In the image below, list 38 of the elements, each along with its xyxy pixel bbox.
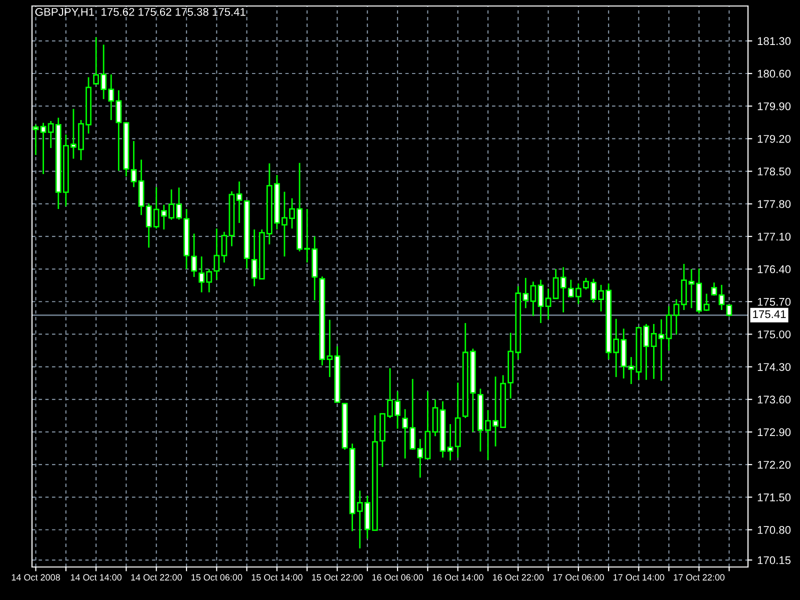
candlestick bbox=[650, 323, 657, 380]
candlestick bbox=[130, 140, 137, 188]
y-tick-label: 175.70 bbox=[758, 298, 791, 306]
y-tick-label: 176.40 bbox=[758, 265, 791, 274]
y-tick-label: 170.80 bbox=[758, 526, 791, 534]
y-tick-label: 178.50 bbox=[758, 168, 791, 176]
candlestick bbox=[545, 288, 552, 320]
chart-title: GBPJPY,H1 175.62 175.62 175.38 175.41 bbox=[35, 8, 246, 18]
x-tick-label: 15 Oct 14:00 bbox=[252, 574, 302, 581]
y-tick-label: 177.80 bbox=[758, 200, 791, 208]
x-tick-label: 16 Oct 22:00 bbox=[492, 574, 544, 581]
y-tick-label: 180.60 bbox=[758, 70, 791, 78]
candlestick bbox=[643, 323, 650, 381]
x-tick-label: 15 Oct 22:00 bbox=[312, 574, 363, 581]
y-tick-label: 174.30 bbox=[758, 363, 791, 371]
y-tick-label: 179.20 bbox=[758, 134, 791, 143]
y-tick-label: 177.10 bbox=[758, 232, 791, 241]
x-tick-label: 17 Oct 22:00 bbox=[674, 574, 725, 581]
y-tick-label: 171.50 bbox=[758, 493, 791, 502]
x-tick-label: 17 Oct 14:00 bbox=[614, 574, 664, 581]
y-tick-label: 179.90 bbox=[758, 102, 791, 110]
x-tick-label: 14 Oct 22:00 bbox=[131, 574, 182, 581]
x-tick-label: 14 Oct 2008 bbox=[12, 574, 60, 581]
x-tick-label: 17 Oct 06:00 bbox=[553, 574, 604, 581]
candlestick bbox=[538, 279, 544, 324]
x-tick-label: 16 Oct 06:00 bbox=[372, 574, 424, 581]
x-tick-label: 15 Oct 06:00 bbox=[191, 574, 242, 581]
candlestick bbox=[191, 232, 197, 278]
x-tick-label: 16 Oct 14:00 bbox=[432, 574, 484, 581]
y-tick-label: 175.00 bbox=[758, 330, 791, 338]
y-tick-label: 172.90 bbox=[758, 428, 791, 436]
y-tick-label: 181.30 bbox=[758, 37, 791, 46]
ref-line-label: 175.41 bbox=[753, 310, 786, 318]
y-tick-label: 173.60 bbox=[758, 396, 791, 404]
y-tick-label: 172.20 bbox=[758, 460, 791, 469]
x-tick-label: 14 Oct 14:00 bbox=[70, 574, 122, 581]
candlestick bbox=[236, 180, 242, 224]
y-tick-label: 170.15 bbox=[758, 556, 791, 564]
